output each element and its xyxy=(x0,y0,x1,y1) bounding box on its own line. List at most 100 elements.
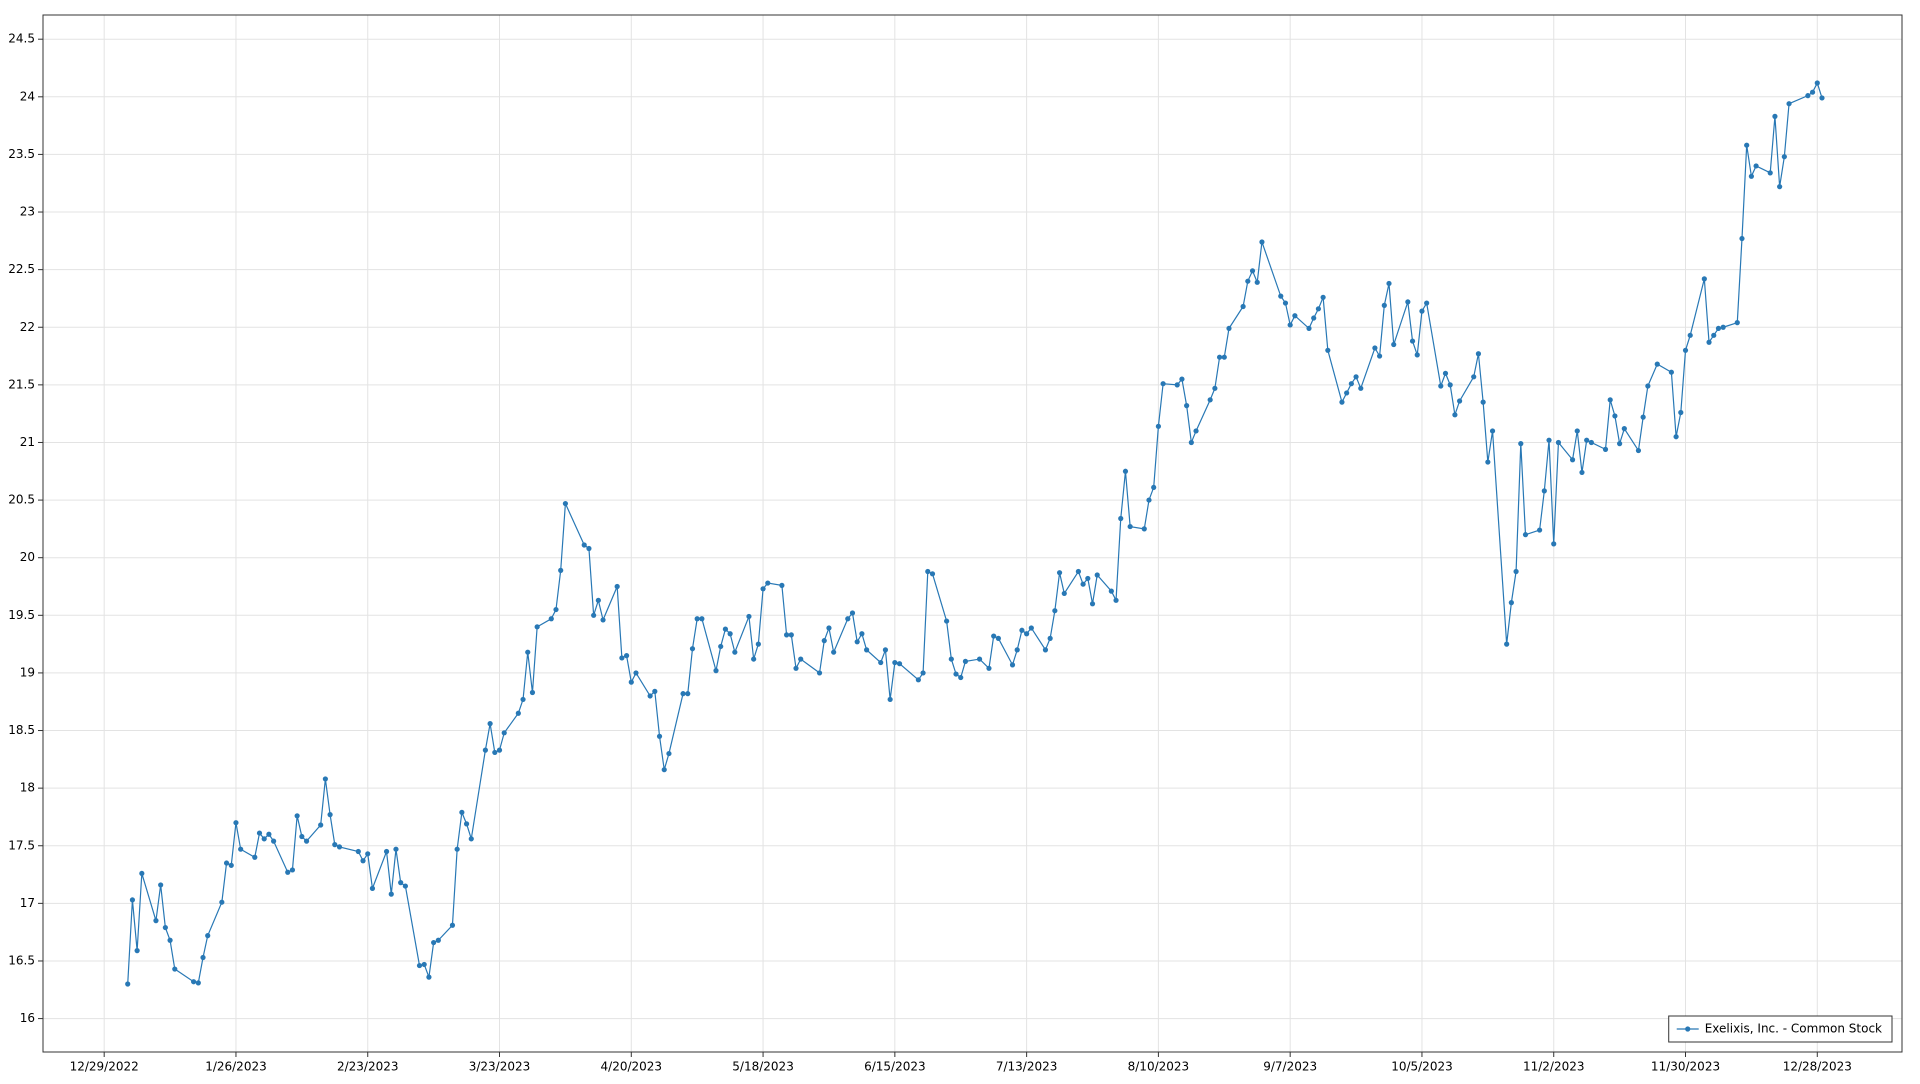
data-point xyxy=(751,656,757,662)
data-point xyxy=(1151,484,1157,491)
data-point xyxy=(1019,627,1025,633)
data-point xyxy=(1254,279,1260,285)
data-point xyxy=(1551,541,1557,547)
data-point xyxy=(289,867,296,873)
data-point xyxy=(1522,532,1529,538)
data-point xyxy=(388,891,394,897)
data-point xyxy=(355,848,361,855)
x-tick-label: 7/13/2023 xyxy=(996,1060,1058,1074)
data-point xyxy=(1056,570,1063,576)
data-point xyxy=(976,656,983,662)
data-point xyxy=(492,749,498,756)
data-point xyxy=(600,617,606,623)
data-point xyxy=(1052,608,1058,614)
data-point xyxy=(318,822,324,828)
data-point xyxy=(1245,278,1251,284)
data-point xyxy=(1480,399,1486,405)
data-point xyxy=(995,635,1001,641)
data-point xyxy=(336,844,343,850)
data-point xyxy=(1080,581,1086,587)
data-point xyxy=(661,767,667,773)
data-point xyxy=(454,846,460,852)
y-tick-label: 17 xyxy=(20,896,35,910)
data-point xyxy=(1042,647,1049,653)
data-point xyxy=(1344,390,1350,396)
data-point xyxy=(1122,468,1129,474)
data-point xyxy=(266,831,272,837)
data-point xyxy=(1306,325,1312,332)
x-tick-label: 8/10/2023 xyxy=(1128,1060,1190,1074)
y-tick-label: 19 xyxy=(20,665,35,679)
data-point xyxy=(633,670,639,676)
data-point xyxy=(1193,428,1199,434)
x-tick-label: 4/20/2023 xyxy=(601,1060,663,1074)
data-point xyxy=(849,610,856,616)
data-point xyxy=(1424,300,1430,306)
x-tick-label: 2/23/2023 xyxy=(337,1060,399,1074)
data-point xyxy=(958,674,964,681)
data-point xyxy=(1292,313,1298,319)
data-point xyxy=(1537,527,1543,533)
y-tick-label: 22 xyxy=(20,320,35,334)
y-tick-label: 16.5 xyxy=(8,953,35,967)
data-point xyxy=(1457,398,1463,404)
data-point xyxy=(1009,662,1016,668)
data-point xyxy=(1452,412,1458,418)
series-line xyxy=(127,81,1823,985)
data-point xyxy=(1706,339,1712,345)
data-point xyxy=(1475,351,1482,357)
data-point xyxy=(798,656,804,662)
data-point xyxy=(1024,631,1030,637)
data-point xyxy=(393,846,399,852)
data-point xyxy=(647,693,653,699)
data-point xyxy=(1819,95,1825,101)
data-point xyxy=(1814,80,1820,86)
y-tick-label: 19.5 xyxy=(8,608,35,622)
data-point xyxy=(332,842,338,848)
data-point xyxy=(520,696,526,703)
data-point xyxy=(1278,293,1284,299)
data-point xyxy=(534,624,540,630)
data-point xyxy=(383,848,390,855)
data-point xyxy=(398,880,404,886)
data-point xyxy=(525,649,531,655)
data-point xyxy=(962,658,969,664)
data-point xyxy=(986,665,992,671)
data-point xyxy=(134,948,140,954)
data-point xyxy=(1541,488,1547,494)
data-point xyxy=(680,691,686,697)
data-point xyxy=(1358,385,1364,391)
data-point xyxy=(1786,101,1792,107)
data-point xyxy=(1212,385,1218,391)
data-point xyxy=(548,616,554,622)
data-point xyxy=(1259,239,1265,245)
x-tick-label: 12/28/2023 xyxy=(1783,1060,1852,1074)
data-point xyxy=(854,639,860,645)
data-point xyxy=(1085,575,1091,582)
data-point xyxy=(953,671,959,677)
data-point xyxy=(887,696,893,703)
data-point xyxy=(1325,347,1331,353)
data-point xyxy=(1504,641,1510,647)
data-point xyxy=(1805,93,1811,99)
data-point xyxy=(1720,324,1726,330)
data-point xyxy=(158,882,164,888)
data-point xyxy=(1014,647,1020,653)
data-point xyxy=(1409,338,1416,344)
data-point xyxy=(139,870,145,877)
data-point xyxy=(153,918,159,924)
x-tick-label: 12/29/2022 xyxy=(70,1060,139,1074)
data-point xyxy=(765,580,771,586)
y-tick-label: 21 xyxy=(20,435,35,449)
data-point xyxy=(416,962,423,969)
data-point xyxy=(746,613,752,620)
data-point xyxy=(172,966,178,972)
x-tick-label: 5/18/2023 xyxy=(732,1060,794,1074)
data-point xyxy=(1094,572,1100,578)
data-point xyxy=(755,641,761,647)
y-tick-label: 16 xyxy=(20,1011,35,1025)
data-point xyxy=(892,659,898,666)
data-point xyxy=(1226,325,1232,332)
data-point xyxy=(1546,437,1552,443)
data-point xyxy=(1221,354,1227,360)
